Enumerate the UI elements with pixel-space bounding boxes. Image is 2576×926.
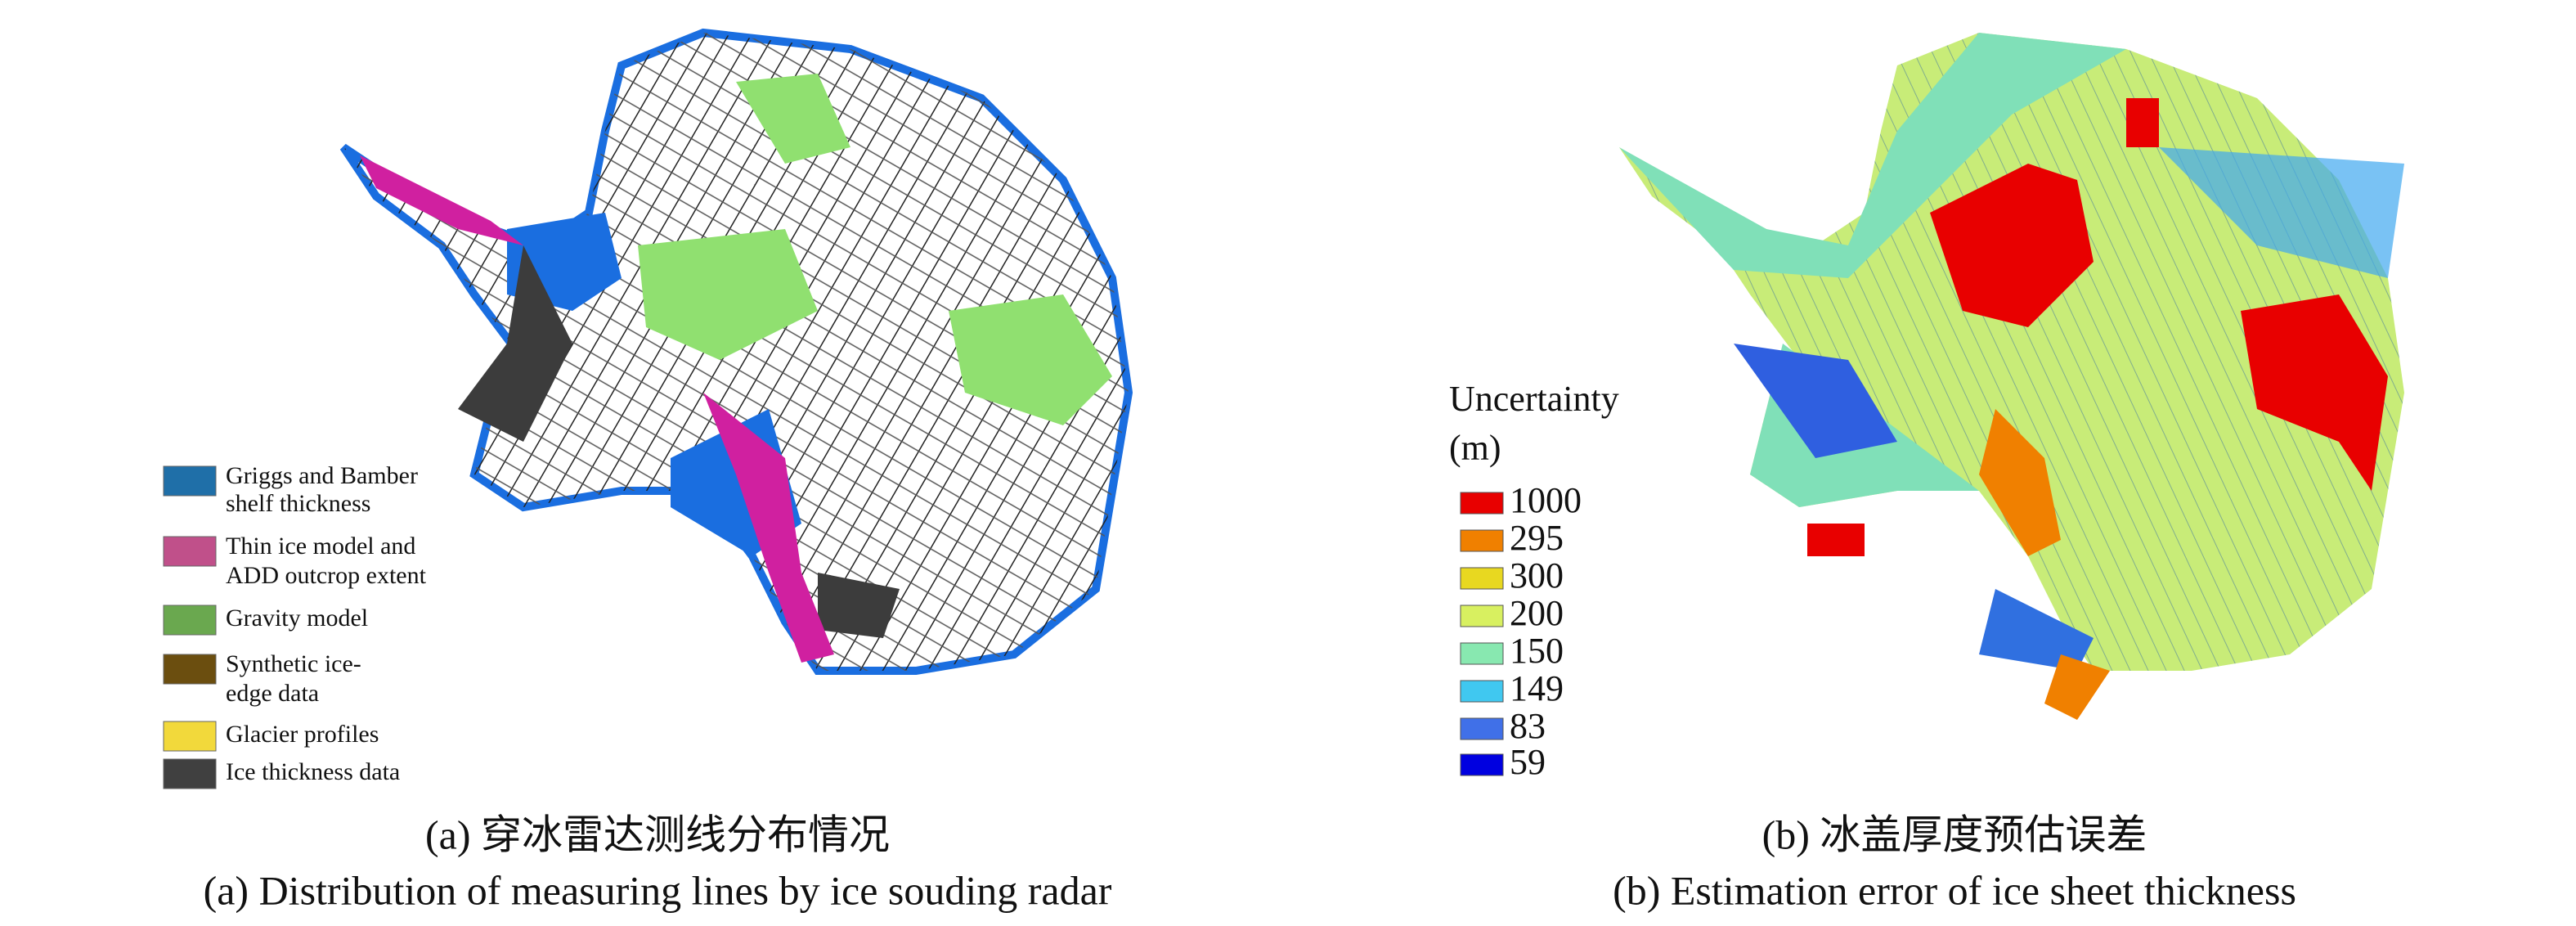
legend-b: Uncertainty (m) 1000 295 300 200 150 149… bbox=[1449, 379, 1619, 782]
legend-label: Glacier profiles bbox=[226, 721, 379, 748]
legend-label: Griggs and Bamber bbox=[226, 462, 418, 489]
caption-en: (a) Distribution of measuring lines by i… bbox=[204, 867, 1112, 913]
legend-swatch bbox=[1460, 753, 1504, 776]
legend-label: edge data bbox=[226, 680, 319, 707]
legend-label: 150 bbox=[1510, 631, 1564, 671]
legend-label: ADD outcrop extent bbox=[226, 562, 427, 589]
legend-swatch bbox=[1460, 680, 1504, 703]
legend-label: 295 bbox=[1510, 518, 1564, 558]
legend-a: Griggs and Bamber shelf thickness Thin i… bbox=[163, 462, 427, 789]
legend-swatch bbox=[163, 654, 217, 685]
legend-label: Ice thickness data bbox=[226, 758, 400, 785]
legend-label: 1000 bbox=[1510, 480, 1582, 520]
legend-label: Thin ice model and bbox=[226, 533, 415, 560]
legend-label: 83 bbox=[1510, 706, 1546, 746]
legend-swatch bbox=[163, 721, 217, 752]
caption-zh: (b) 冰盖厚度预估误差 bbox=[1762, 811, 2147, 857]
legend-swatch bbox=[1460, 642, 1504, 665]
legend-label: 300 bbox=[1510, 555, 1564, 596]
legend-swatch bbox=[1460, 567, 1504, 590]
legend-swatch bbox=[1460, 492, 1504, 515]
legend-swatch bbox=[163, 465, 217, 497]
caption-en: (b) Estimation error of ice sheet thickn… bbox=[1613, 867, 2296, 913]
legend-swatch bbox=[163, 536, 217, 567]
legend-swatch bbox=[1460, 605, 1504, 627]
legend-swatch bbox=[163, 758, 217, 789]
legend-label: Gravity model bbox=[226, 605, 368, 632]
legend-label: Synthetic ice- bbox=[226, 650, 361, 677]
map-b bbox=[1619, 33, 2404, 720]
legend-swatch bbox=[163, 605, 217, 636]
legend-swatch bbox=[1460, 529, 1504, 552]
caption-zh: (a) 穿冰雷达测线分布情况 bbox=[425, 811, 890, 857]
legend-swatch bbox=[1460, 717, 1504, 740]
legend-label: 149 bbox=[1510, 668, 1564, 708]
legend-title: (m) bbox=[1449, 428, 1501, 468]
legend-label: 59 bbox=[1510, 742, 1546, 782]
legend-label: shelf thickness bbox=[226, 490, 370, 517]
map-a bbox=[343, 33, 1129, 671]
legend-title: Uncertainty bbox=[1449, 379, 1619, 419]
legend-label: 200 bbox=[1510, 593, 1564, 633]
